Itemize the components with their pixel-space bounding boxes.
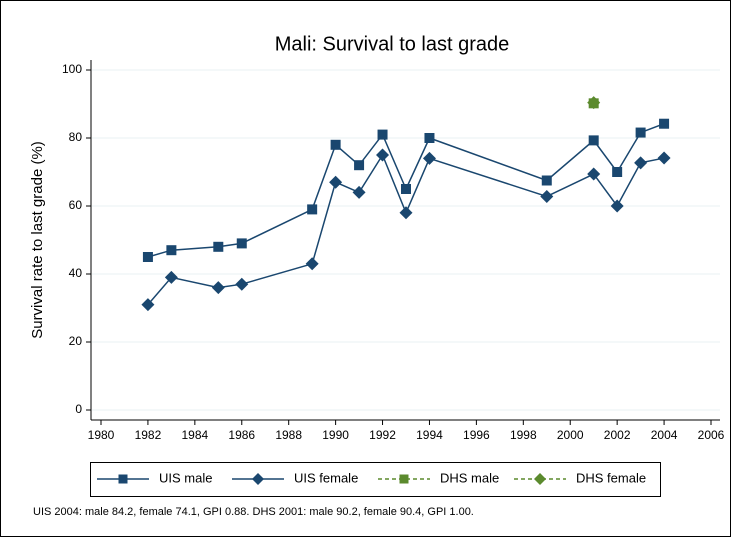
marker-square <box>588 135 599 146</box>
marker-diamond <box>587 167 601 181</box>
marker-square <box>118 474 128 484</box>
marker-square <box>399 474 409 484</box>
marker-diamond <box>305 257 319 271</box>
marker-square <box>213 241 224 252</box>
y-tick-label: 60 <box>69 198 83 212</box>
marker-square <box>541 175 552 186</box>
x-tick-label: 2004 <box>651 428 678 442</box>
x-tick-label: 1992 <box>369 428 396 442</box>
marker-square <box>307 204 318 215</box>
marker-diamond <box>252 473 264 485</box>
marker-square <box>635 127 646 138</box>
note: UIS 2004: male 84.2, female 74.1, GPI 0.… <box>33 506 474 518</box>
y-tick-label: 80 <box>69 130 83 144</box>
marker-square <box>659 118 670 129</box>
x-tick-label: 1982 <box>135 428 162 442</box>
x-tick-label: 2006 <box>698 428 725 442</box>
marker-diamond <box>329 175 343 189</box>
chart-title: Mali: Survival to last grade <box>275 33 510 55</box>
y-tick-label: 20 <box>69 334 83 348</box>
marker-square <box>166 245 177 256</box>
marker-square <box>236 238 247 249</box>
marker-diamond <box>235 277 249 291</box>
y-tick-label: 40 <box>69 266 83 280</box>
marker-diamond <box>211 281 225 295</box>
marker-square <box>612 167 623 177</box>
marker-diamond <box>610 199 624 213</box>
y-tick-label: 100 <box>62 62 82 76</box>
marker-diamond <box>657 151 671 165</box>
y-axis-label: Survival rate to last grade (%) <box>29 141 46 339</box>
x-tick-label: 1984 <box>181 428 208 442</box>
marker-diamond <box>376 148 390 162</box>
legend-label: DHS female <box>576 470 646 485</box>
marker-diamond <box>164 270 178 284</box>
legend-label: DHS male <box>440 470 499 485</box>
x-tick-label: 1986 <box>228 428 255 442</box>
marker-diamond <box>540 189 554 203</box>
marker-diamond <box>587 96 601 110</box>
x-tick-label: 2002 <box>604 428 631 442</box>
marker-diamond <box>399 206 413 220</box>
marker-square <box>401 184 411 194</box>
y-tick-label: 0 <box>75 402 82 416</box>
marker-square <box>424 133 435 143</box>
x-tick-label: 1990 <box>322 428 349 442</box>
x-tick-label: 2000 <box>557 428 584 442</box>
x-tick-label: 1988 <box>275 428 302 442</box>
legend-label: UIS male <box>159 470 212 485</box>
marker-diamond <box>634 156 648 170</box>
marker-diamond <box>352 185 366 199</box>
x-tick-label: 1996 <box>463 428 490 442</box>
marker-square <box>354 160 365 171</box>
marker-square <box>142 252 153 262</box>
legend-label: UIS female <box>294 470 358 485</box>
marker-square <box>377 129 388 140</box>
marker-diamond <box>422 151 436 165</box>
marker-square <box>330 139 341 150</box>
x-tick-label: 1994 <box>416 428 443 442</box>
marker-diamond <box>141 298 155 312</box>
x-tick-label: 1998 <box>510 428 537 442</box>
marker-diamond <box>534 473 546 485</box>
x-tick-label: 1980 <box>88 428 115 442</box>
